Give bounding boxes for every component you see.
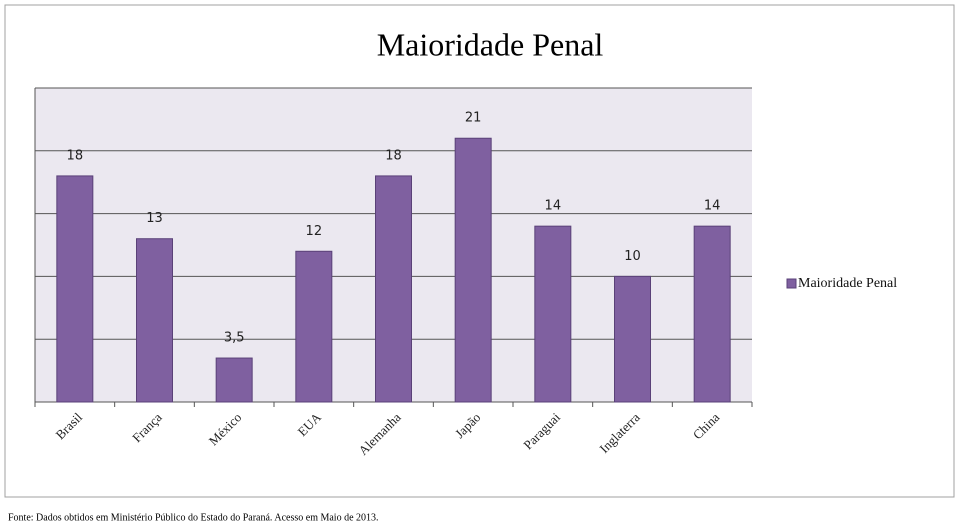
bar <box>295 250 333 403</box>
bar <box>454 137 492 403</box>
bar <box>534 225 572 403</box>
bar <box>375 175 412 403</box>
data-label: 18 <box>385 148 402 163</box>
bar <box>215 357 253 403</box>
data-label: 21 <box>465 111 482 126</box>
bar <box>614 275 651 403</box>
source-note: Fonte: Dados obtidos em Ministério Públi… <box>8 512 379 523</box>
data-label: 14 <box>704 199 721 214</box>
data-label: 13 <box>146 211 163 226</box>
legend-label: Maioridade Penal <box>798 276 897 291</box>
bar <box>693 225 731 403</box>
data-label: 12 <box>306 224 323 239</box>
data-label: 3,5 <box>224 331 245 346</box>
bar <box>136 238 173 403</box>
legend-swatch <box>786 278 797 289</box>
data-label: 14 <box>545 199 562 214</box>
data-label: 18 <box>67 148 84 163</box>
bar <box>56 175 94 403</box>
chart-title: Maioridade Penal <box>377 26 604 62</box>
data-label: 10 <box>624 249 641 264</box>
